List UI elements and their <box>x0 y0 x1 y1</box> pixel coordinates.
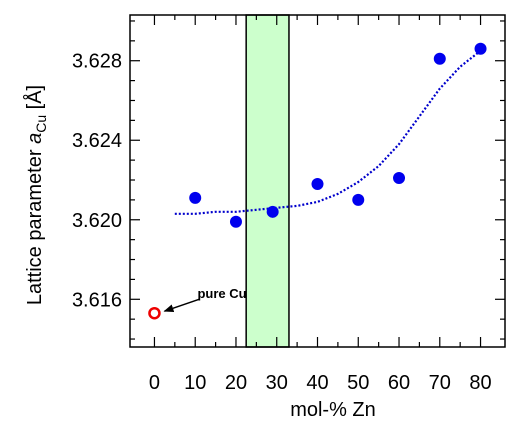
y-axis-title: Lattice parameter aCu [Å] <box>23 85 49 305</box>
data-point <box>311 177 324 190</box>
y-axis-title-subscript: Cu <box>33 115 49 133</box>
data-point <box>474 42 487 55</box>
data-point <box>433 52 446 65</box>
axis-ticks <box>130 15 505 347</box>
data-point <box>352 193 365 206</box>
x-tick-label: 10 <box>184 372 206 394</box>
pure-cu-point <box>148 306 161 320</box>
x-tick-label: 0 <box>149 372 160 394</box>
x-tick-label: 40 <box>306 372 328 394</box>
data-point <box>229 215 242 228</box>
y-axis-title-main: Lattice parameter <box>24 144 46 305</box>
y-tick-label: 3.620 <box>72 210 122 232</box>
y-tick-label: 3.624 <box>72 130 122 152</box>
x-tick-label: 30 <box>266 372 288 394</box>
x-tick-label: 50 <box>347 372 369 394</box>
data-point <box>393 172 406 185</box>
x-tick-labels: 0 10 20 30 40 50 60 70 80 <box>149 372 492 394</box>
data-point <box>266 205 279 218</box>
x-axis-title: mol-% Zn <box>290 399 376 421</box>
y-tick-label: 3.628 <box>72 51 122 73</box>
plot-frame <box>129 14 506 348</box>
x-tick-label: 20 <box>225 372 247 394</box>
y-tick-label: 3.616 <box>72 289 122 311</box>
x-tick-label: 80 <box>469 372 491 394</box>
annotation-arrow <box>163 298 200 313</box>
data-points <box>148 42 487 320</box>
highlight-band <box>245 14 290 348</box>
annotation-label: pure Cu <box>197 286 246 301</box>
x-tick-label: 60 <box>388 372 410 394</box>
y-axis-title-unit: [Å] <box>23 85 46 115</box>
trend-line <box>174 49 482 215</box>
x-tick-label: 70 <box>429 372 451 394</box>
y-axis-title-symbol: a <box>24 133 46 144</box>
data-point <box>189 191 202 204</box>
y-tick-labels: 3.616 3.620 3.624 3.628 <box>72 51 122 312</box>
